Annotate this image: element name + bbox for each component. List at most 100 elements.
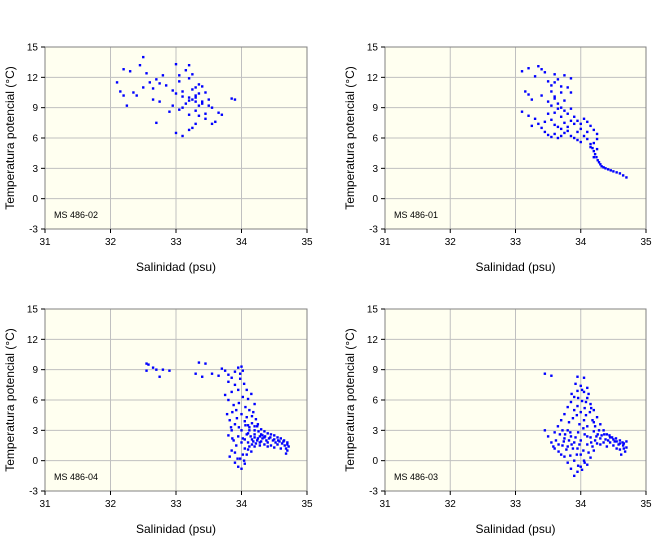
data-point xyxy=(595,415,599,419)
data-point xyxy=(227,398,230,402)
data-point xyxy=(151,98,155,101)
data-point xyxy=(254,442,258,445)
data-point xyxy=(569,91,573,94)
data-point xyxy=(194,122,197,126)
y-tick-label: 0 xyxy=(372,456,378,467)
data-point xyxy=(561,429,564,432)
data-point xyxy=(586,130,589,134)
data-point xyxy=(243,447,246,450)
data-point xyxy=(556,102,560,105)
data-point xyxy=(573,395,576,399)
data-point xyxy=(243,462,246,465)
data-point xyxy=(615,440,618,443)
data-point xyxy=(571,447,575,450)
data-point xyxy=(621,174,625,177)
data-point xyxy=(250,443,254,446)
data-point xyxy=(230,390,233,394)
data-point xyxy=(592,149,595,153)
data-point xyxy=(115,81,119,84)
x-tick-label: 35 xyxy=(301,499,313,510)
data-point xyxy=(284,452,288,455)
data-point xyxy=(580,399,584,403)
data-point xyxy=(174,62,178,66)
data-point xyxy=(197,92,201,95)
data-point xyxy=(604,167,607,170)
data-point xyxy=(241,395,245,399)
data-point xyxy=(145,369,148,372)
data-point xyxy=(595,147,599,151)
data-point xyxy=(563,121,566,125)
data-point xyxy=(597,429,601,432)
data-point xyxy=(187,128,191,132)
data-point xyxy=(256,425,259,428)
data-point xyxy=(543,429,547,432)
data-point xyxy=(563,131,566,135)
data-point xyxy=(237,366,240,369)
data-point xyxy=(571,417,575,420)
data-point xyxy=(556,136,560,140)
data-point xyxy=(608,434,611,437)
data-point xyxy=(582,134,586,138)
data-point xyxy=(210,122,214,126)
data-point xyxy=(586,396,589,400)
data-point xyxy=(233,451,237,454)
data-point xyxy=(286,443,289,446)
y-axis-title: Temperatura potencial (°C) xyxy=(3,328,17,472)
data-point xyxy=(561,444,564,447)
data-point xyxy=(145,72,148,75)
x-tick-label: 35 xyxy=(640,499,652,510)
data-point xyxy=(609,169,612,172)
y-tick-label: 9 xyxy=(372,365,378,376)
data-point xyxy=(546,112,550,115)
data-point xyxy=(574,436,577,439)
data-point xyxy=(228,455,231,458)
y-axis-title: Temperatura potencial (°C) xyxy=(343,328,357,472)
data-point xyxy=(599,163,602,166)
data-point xyxy=(201,85,204,88)
data-point xyxy=(259,428,263,431)
data-point xyxy=(217,111,220,114)
data-point xyxy=(589,456,592,459)
data-point xyxy=(563,455,566,458)
data-point xyxy=(204,112,207,115)
data-point xyxy=(579,465,582,468)
data-point xyxy=(605,445,609,448)
data-point xyxy=(573,122,576,126)
data-point xyxy=(259,433,263,436)
data-point xyxy=(527,67,530,70)
data-point xyxy=(595,156,598,159)
data-point xyxy=(592,128,595,132)
data-point xyxy=(553,97,556,100)
data-point xyxy=(586,120,589,124)
data-point xyxy=(280,442,284,445)
data-point xyxy=(612,438,615,441)
data-point xyxy=(232,439,235,442)
data-point xyxy=(263,443,266,446)
data-point xyxy=(576,404,579,408)
data-point xyxy=(201,102,204,105)
data-point xyxy=(615,171,618,174)
data-point xyxy=(620,453,623,456)
data-point xyxy=(543,372,547,375)
data-point xyxy=(269,436,272,439)
data-point xyxy=(279,447,282,450)
data-point xyxy=(138,64,142,67)
y-tick-label: 6 xyxy=(32,134,38,145)
data-point xyxy=(576,464,580,467)
y-tick-label: 3 xyxy=(32,164,38,175)
data-point xyxy=(556,107,560,110)
x-tick-label: 33 xyxy=(510,499,522,510)
data-point xyxy=(537,122,540,126)
data-point xyxy=(592,430,595,433)
data-point xyxy=(559,115,563,118)
data-point xyxy=(553,81,556,84)
data-point xyxy=(569,454,572,457)
data-point xyxy=(546,435,550,438)
data-point xyxy=(187,99,191,102)
data-point xyxy=(582,419,586,422)
data-point xyxy=(622,447,626,450)
y-tick-label: 12 xyxy=(27,73,39,84)
data-point xyxy=(230,97,233,100)
data-point xyxy=(233,370,237,373)
data-point xyxy=(520,110,524,113)
